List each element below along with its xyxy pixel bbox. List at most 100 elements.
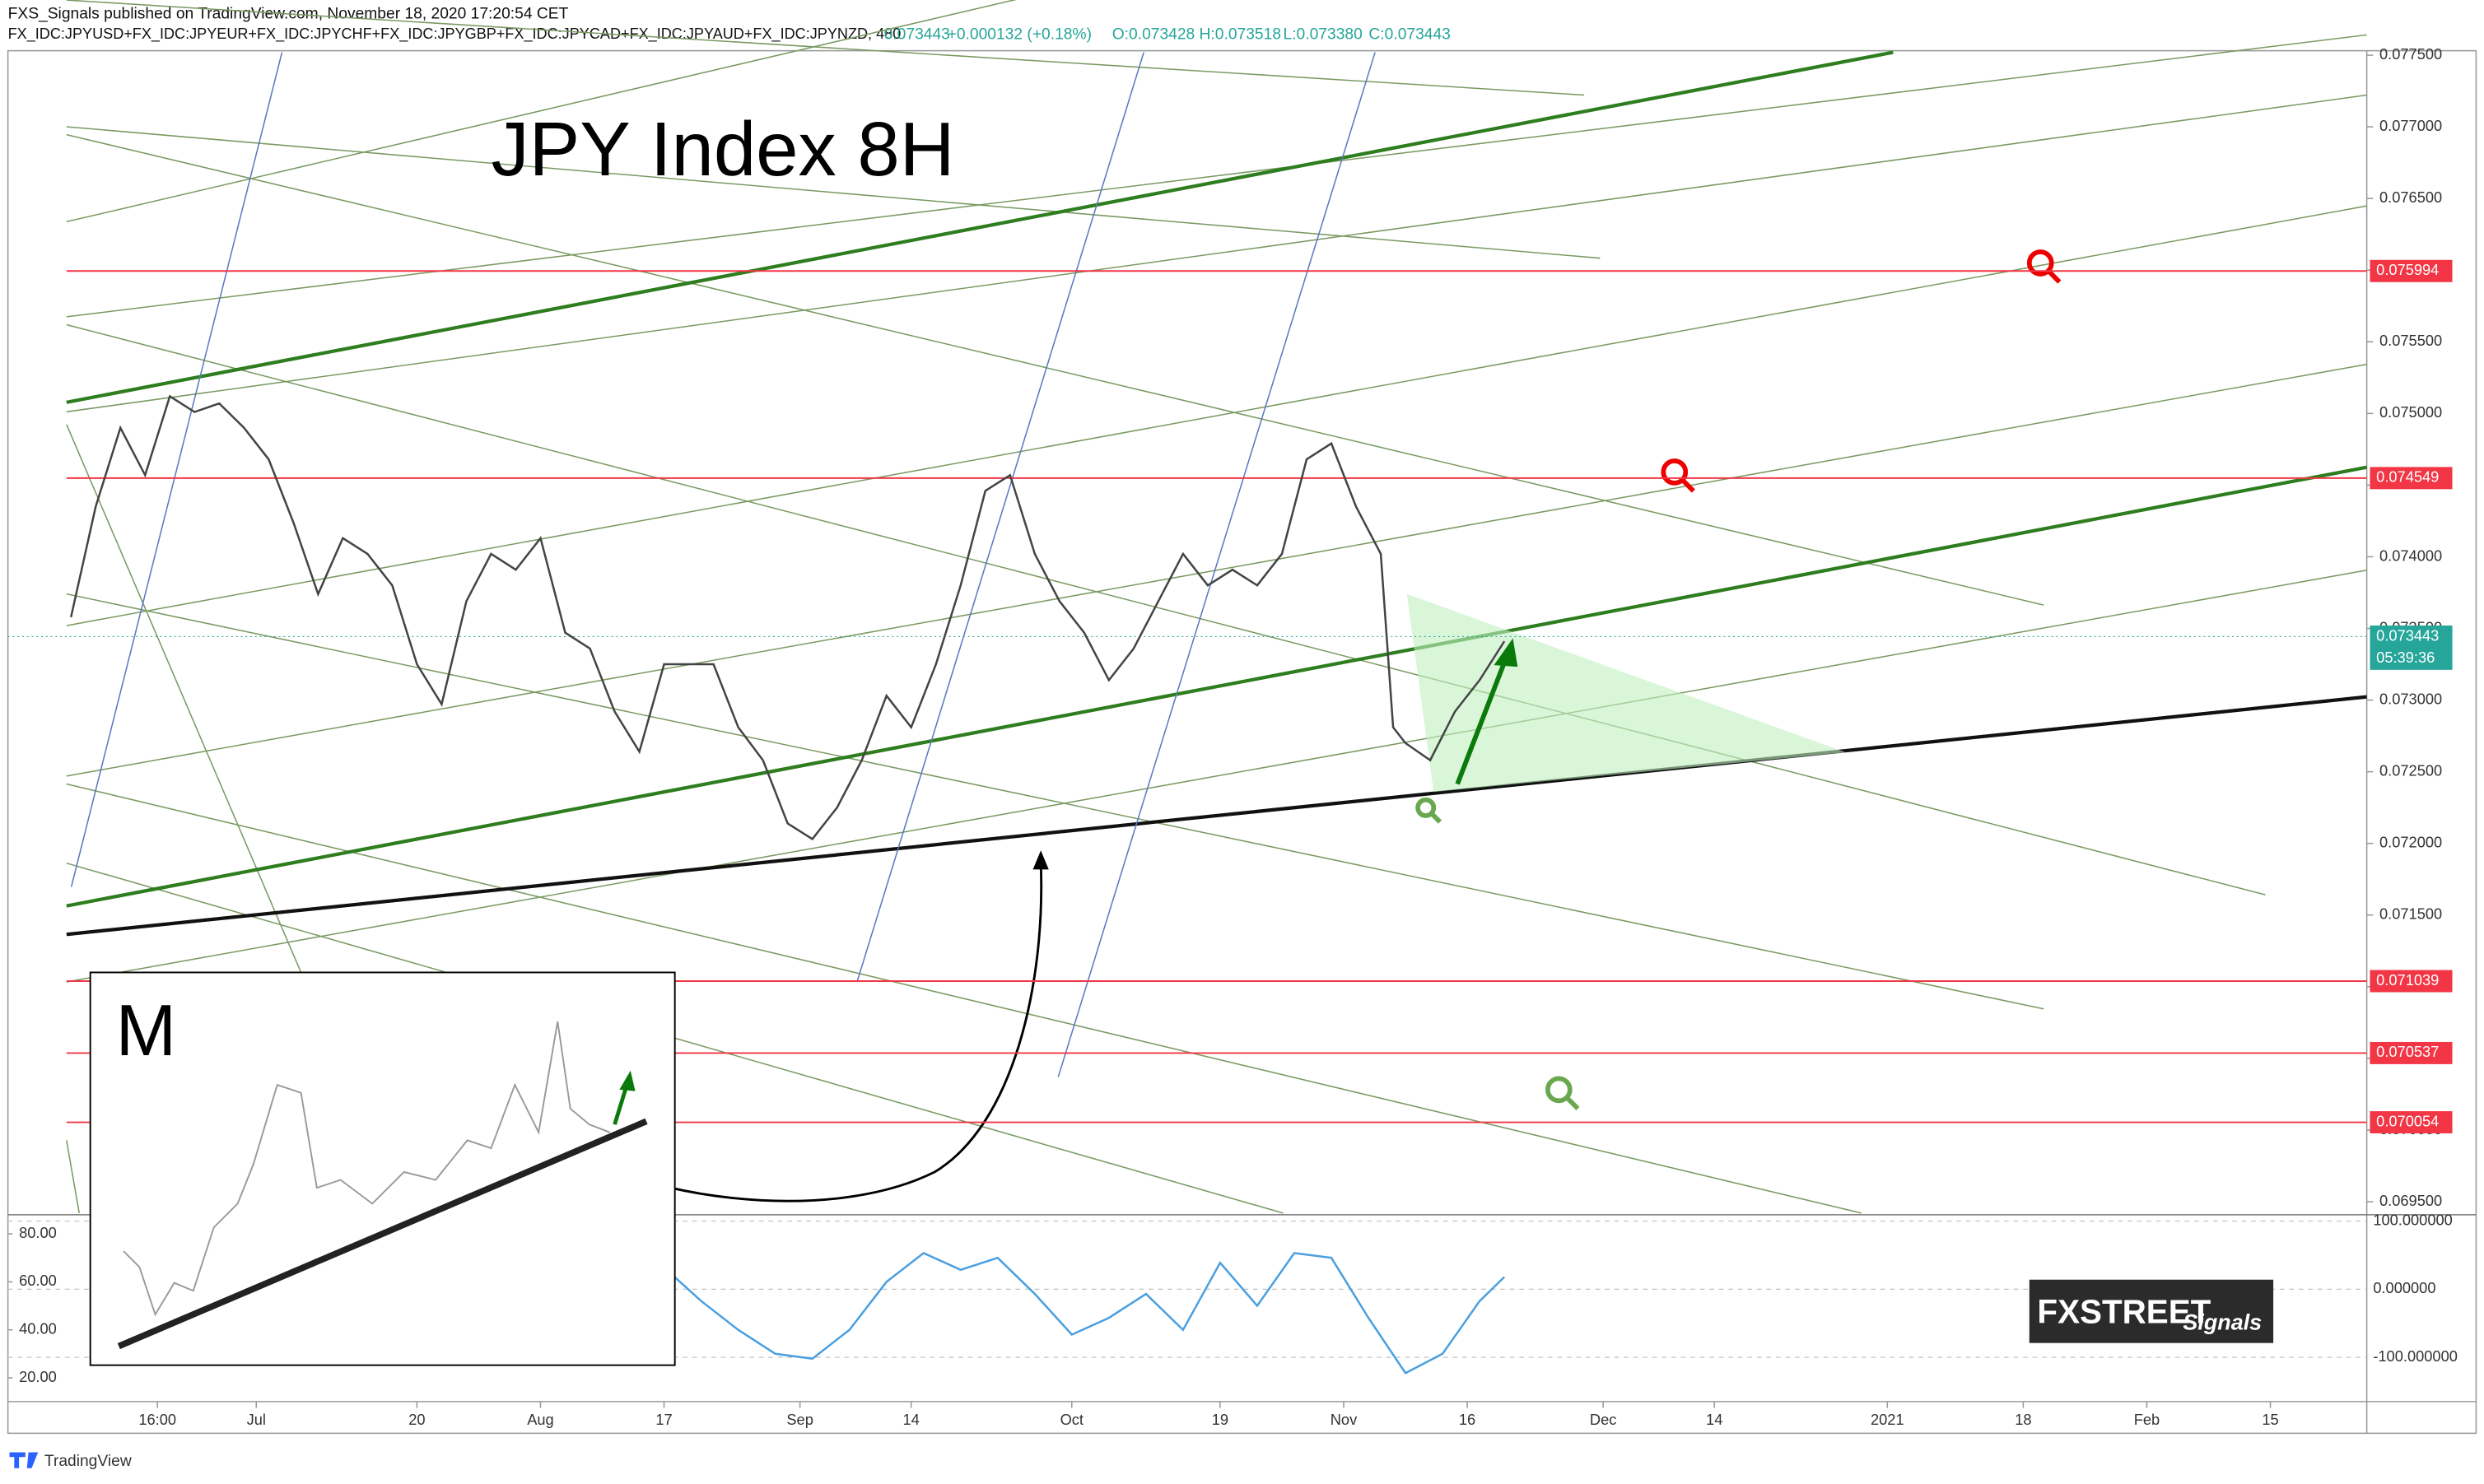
magnifier-circle bbox=[1661, 458, 1689, 486]
arrow-head bbox=[1494, 638, 1518, 668]
x-tick-label: Oct bbox=[1060, 1411, 1084, 1428]
y-tick-label: 0.075500 bbox=[2379, 332, 2442, 349]
trend-line bbox=[66, 1140, 80, 1214]
x-tick-label: Aug bbox=[527, 1411, 554, 1428]
x-tick-label: Jul bbox=[247, 1411, 266, 1428]
tv-icon bbox=[9, 1452, 39, 1468]
last: 0.073443 bbox=[884, 26, 950, 43]
triangle-zone bbox=[1406, 593, 1846, 793]
trend-line bbox=[66, 695, 2367, 937]
high: H:0.073518 bbox=[1200, 26, 1281, 43]
tv-text: TradingView bbox=[44, 1453, 132, 1470]
low: L:0.073380 bbox=[1284, 26, 1363, 43]
countdown: 05:39:36 bbox=[2376, 649, 2435, 666]
level-label: 0.074549 bbox=[2376, 468, 2439, 486]
y-tick-label: 0.072500 bbox=[2379, 761, 2442, 779]
level-tag bbox=[2370, 467, 2453, 490]
magnifier-circle bbox=[2026, 249, 2054, 277]
trend-line bbox=[66, 465, 2368, 908]
y-tick-label: 0.074000 bbox=[2379, 547, 2442, 564]
x-tick-label: 17 bbox=[655, 1411, 672, 1428]
trend-line bbox=[66, 783, 1862, 1214]
y-tick-label: 0.075000 bbox=[2379, 403, 2442, 421]
magnifier-handle bbox=[2046, 269, 2062, 284]
x-tick-label: Nov bbox=[1331, 1411, 1358, 1428]
trend-line bbox=[66, 424, 302, 973]
y2-tick-label: -100.000000 bbox=[2373, 1347, 2458, 1365]
arrow-head bbox=[1032, 850, 1049, 870]
level-tag bbox=[2370, 1041, 2453, 1064]
logo-sub: Signals bbox=[2183, 1310, 2262, 1335]
channel-line bbox=[856, 52, 1144, 983]
series-line bbox=[69, 394, 1506, 841]
level-tag bbox=[2370, 970, 2453, 993]
change: +0.000132 (+0.18%) bbox=[948, 26, 1092, 43]
drawings bbox=[66, 0, 2368, 1214]
symbol: FX_IDC:JPYUSD+FX_IDC:JPYEUR+FX_IDC:JPYCH… bbox=[8, 26, 902, 43]
y2-tick-label: 0.000000 bbox=[2373, 1279, 2435, 1296]
magnifier bbox=[1415, 797, 1580, 1110]
y-tick-label: 0.069500 bbox=[2379, 1192, 2442, 1209]
x-tick-label: 16 bbox=[1459, 1411, 1475, 1428]
trend-line bbox=[66, 50, 1894, 404]
y-tick-label: 40.00 bbox=[19, 1320, 57, 1337]
level-tag bbox=[2370, 1111, 2453, 1133]
level-label: 0.075994 bbox=[2376, 261, 2439, 278]
x-tick-label: Dec bbox=[1590, 1411, 1616, 1428]
series-line bbox=[663, 1251, 1506, 1375]
x-tick-label: Feb bbox=[2134, 1411, 2160, 1428]
magnifier-handle bbox=[1680, 478, 1695, 493]
level-tag bbox=[2370, 259, 2453, 282]
trend-line bbox=[66, 323, 2266, 896]
y-tick-label: 0.077500 bbox=[2379, 45, 2442, 63]
trend-line bbox=[66, 205, 2367, 626]
y-tick-label: 0.073000 bbox=[2379, 690, 2442, 707]
level-label: 0.071039 bbox=[2376, 971, 2439, 989]
y-tick-label: 0.077000 bbox=[2379, 117, 2442, 134]
inset-trendline bbox=[117, 1118, 648, 1350]
fxstreet-logo: FXSTREET Signals bbox=[2029, 1279, 2274, 1343]
frame bbox=[7, 49, 2477, 1435]
curved-arrow bbox=[589, 863, 1043, 1203]
magnifier-circle bbox=[1415, 797, 1437, 818]
y-tick-label: 20.00 bbox=[19, 1368, 57, 1385]
x-tick-label: 2021 bbox=[1871, 1411, 1904, 1428]
close: C:0.073443 bbox=[1368, 26, 1450, 43]
arrow-head bbox=[619, 1070, 636, 1091]
trend-line bbox=[66, 363, 2367, 777]
level-label: 0.070537 bbox=[2376, 1043, 2439, 1060]
x-tick-label: 20 bbox=[408, 1411, 425, 1428]
trend-line bbox=[66, 593, 2044, 1010]
x-tick-label: Sep bbox=[786, 1411, 813, 1428]
y-tick-label: 0.072000 bbox=[2379, 834, 2442, 851]
logo-text: FXSTREET bbox=[2037, 1293, 2211, 1331]
open: O:0.073428 bbox=[1112, 26, 1195, 43]
trend-line bbox=[66, 569, 2367, 983]
arrow bbox=[1455, 651, 1511, 785]
inset-price bbox=[123, 1021, 611, 1317]
y-tick-label: 0.076500 bbox=[2379, 188, 2442, 206]
x-tick-label: 15 bbox=[2262, 1411, 2278, 1428]
chart-title: JPY Index 8H bbox=[491, 106, 954, 192]
trend-line bbox=[66, 133, 2044, 606]
x-tick-label: 19 bbox=[1212, 1411, 1228, 1428]
x-tick-label: 14 bbox=[903, 1411, 920, 1428]
logo-box bbox=[2029, 1279, 2274, 1343]
y2-tick-label: 100.000000 bbox=[2373, 1211, 2453, 1228]
magnifier bbox=[1661, 249, 2062, 493]
trend-line bbox=[66, 0, 1585, 96]
trend-line bbox=[66, 94, 2367, 413]
last-price-tag bbox=[2370, 625, 2453, 670]
magnifier-handle bbox=[1564, 1096, 1580, 1110]
level-label: 0.070054 bbox=[2376, 1112, 2439, 1129]
y-tick-label: 80.00 bbox=[19, 1224, 57, 1241]
y-tick-label: 0.071500 bbox=[2379, 905, 2442, 923]
x-tick-label: 18 bbox=[2015, 1411, 2031, 1428]
channel-line bbox=[70, 52, 283, 887]
inset-label: M bbox=[115, 989, 176, 1071]
magnifier-circle bbox=[1545, 1076, 1573, 1104]
tv-logo: TradingView bbox=[9, 1452, 132, 1470]
x-tick-label: 14 bbox=[1706, 1411, 1722, 1428]
